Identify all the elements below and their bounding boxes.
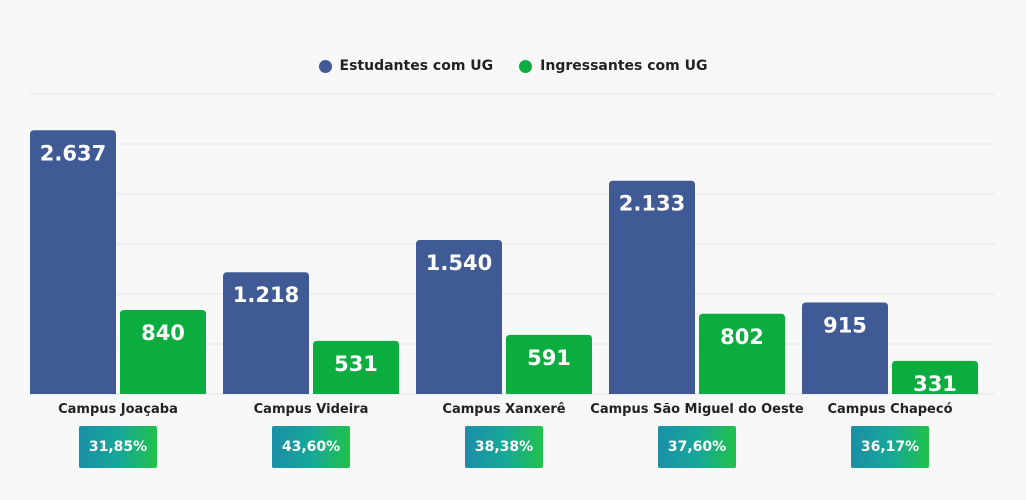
category-label: Campus Xanxerê: [442, 402, 565, 417]
data-label: 840: [141, 321, 185, 345]
bar: [416, 240, 502, 394]
percentage-badge: 43,60%: [272, 426, 350, 468]
category-label: Campus Videira: [254, 402, 369, 417]
percentage-badge: 38,38%: [465, 426, 543, 468]
legend-item-ingressantes: Ingressantes com UG: [519, 58, 707, 74]
data-label: 2.637: [40, 141, 106, 165]
legend-label-estudantes: Estudantes com UG: [339, 58, 494, 74]
percentage-badge: 31,85%: [79, 426, 157, 468]
data-label: 2.133: [619, 192, 685, 216]
bar: [609, 180, 695, 394]
bar: [120, 310, 206, 394]
bar: [892, 360, 978, 394]
bar: [30, 130, 116, 395]
data-label: 1.540: [426, 251, 492, 275]
bar: [313, 340, 399, 394]
bar-chart: 2.637 840 Campus Joaçaba 1.218 531 Campus Vid…: [30, 93, 995, 417]
bar: [699, 313, 785, 394]
data-label: 531: [334, 352, 378, 376]
bar: [506, 334, 592, 394]
percentage-badge: 37,60%: [658, 426, 736, 468]
legend-swatch-estudantes: [318, 59, 332, 73]
category-label: Campus São Miguel do Oeste: [590, 402, 804, 417]
data-label: 591: [527, 346, 571, 370]
bar: [223, 272, 309, 394]
legend-swatch-ingressantes: [519, 59, 533, 73]
category-label: Campus Joaçaba: [58, 402, 178, 417]
data-label: 915: [823, 314, 867, 338]
legend-item-estudantes: Estudantes com UG: [318, 58, 494, 74]
data-label: 331: [913, 372, 957, 396]
category-label: Campus Chapecó: [827, 402, 952, 417]
legend-label-ingressantes: Ingressantes com UG: [540, 58, 708, 74]
chart-legend: Estudantes com UG Ingressantes com UG: [0, 58, 1026, 74]
data-label: 802: [720, 325, 764, 349]
bar: [802, 302, 888, 394]
data-label: 1.218: [233, 283, 299, 307]
percentage-badge: 36,17%: [851, 426, 929, 468]
